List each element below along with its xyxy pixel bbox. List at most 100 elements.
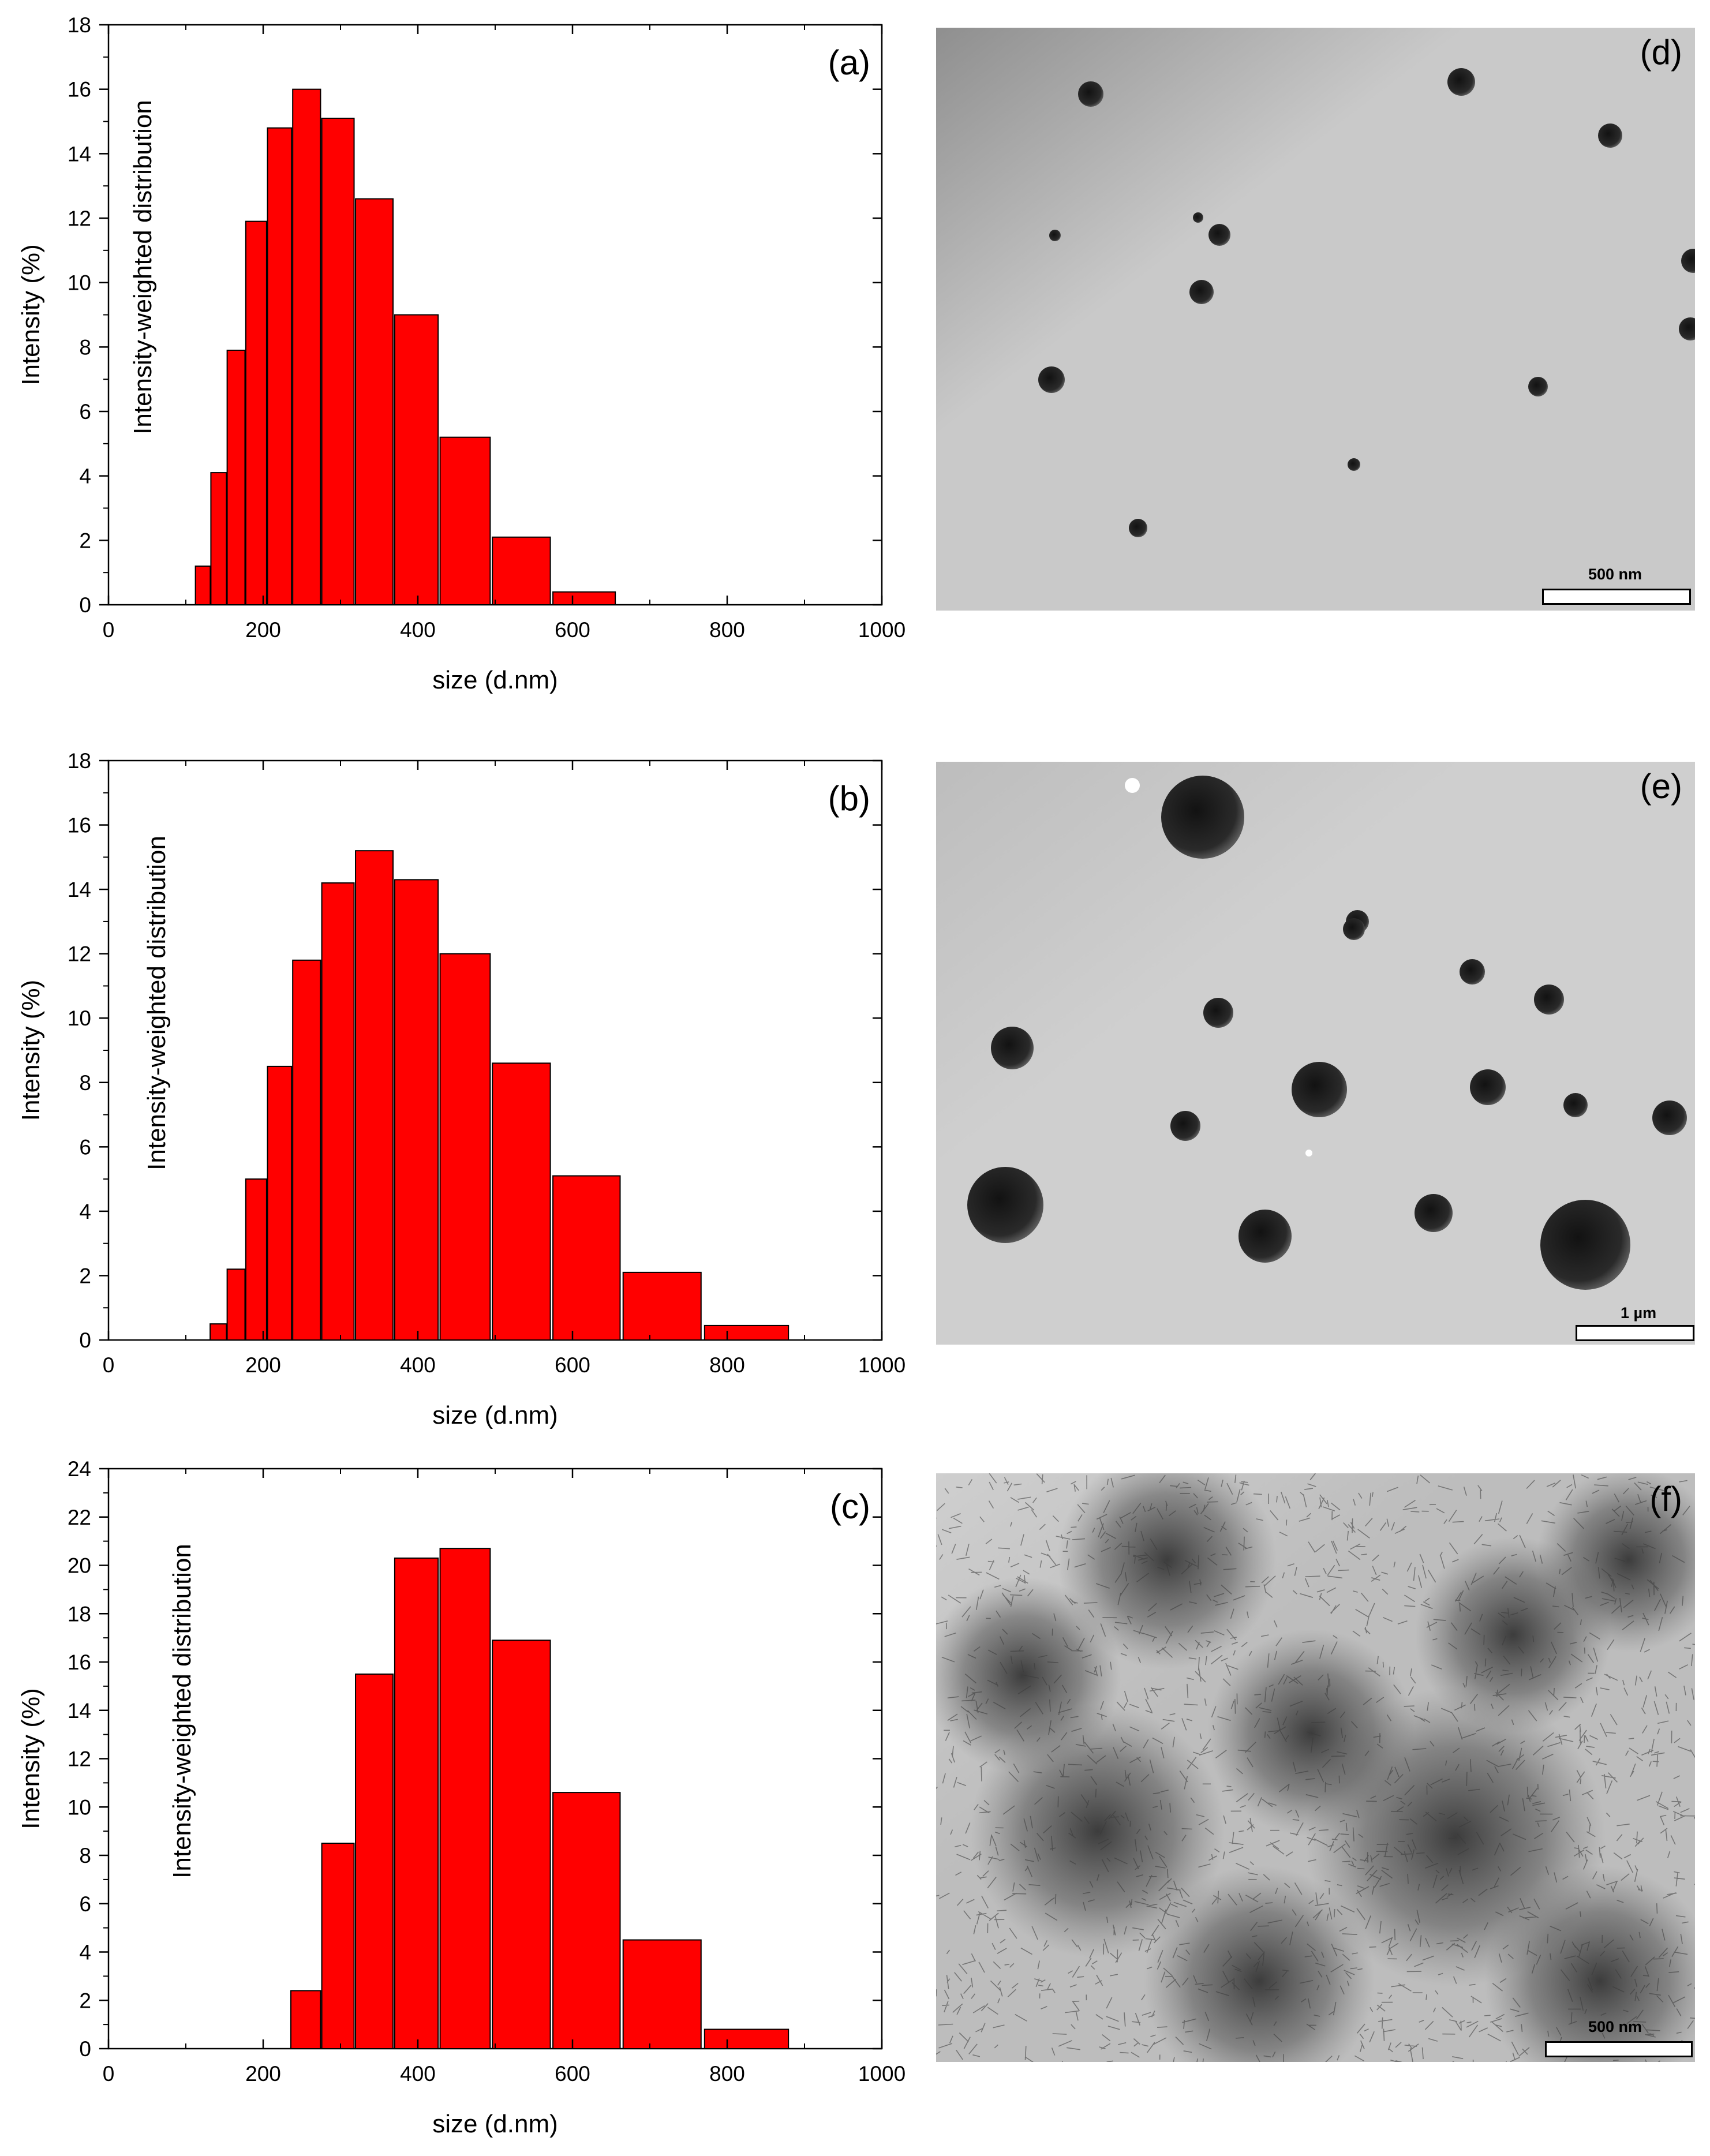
panel-label-e: (e) (1640, 767, 1682, 806)
chart-a: 0 200 400 600 800 1000 0 2 4 6 8 10 12 14 16 18 size (d.… (17, 13, 905, 694)
y-tick-label: 8 (79, 1071, 91, 1095)
bar (210, 472, 227, 605)
y-tick-label: 16 (68, 814, 91, 837)
bright-spot (1125, 778, 1140, 793)
nanoparticle (1170, 1111, 1200, 1141)
panel-label-d: (d) (1640, 33, 1682, 72)
y-tick-label: 18 (68, 13, 91, 37)
x-axis-label: size (d.nm) (432, 666, 558, 694)
y-axis-label: Intensity (%) (17, 980, 45, 1121)
inner-distribution-label: Intensity-weighted distribution (168, 1544, 196, 1878)
fiber-cluster (1484, 1866, 1695, 2062)
nanoparticle (1292, 1062, 1347, 1117)
y-tick-label: 16 (68, 78, 91, 102)
nanoparticle (1049, 230, 1061, 241)
nanoparticle (967, 1167, 1043, 1243)
y-tick-label: 6 (79, 1135, 91, 1159)
fiber-cluster (1536, 1473, 1695, 1652)
nanoparticle (1540, 1200, 1630, 1290)
bar (194, 566, 211, 605)
panel-label: (a) (828, 43, 870, 82)
bar (439, 1548, 491, 2049)
nanoparticle (1415, 1194, 1453, 1232)
panel-label: (b) (828, 779, 870, 818)
scale-bar-label-e: 1 µm (1621, 1304, 1657, 1322)
bar (439, 953, 491, 1341)
x-tick-label: 1000 (858, 2062, 905, 2086)
panel-label-f: (f) (1649, 1480, 1682, 1518)
bar (245, 220, 267, 606)
bar (394, 1557, 439, 2049)
chart-c: 0 200 400 600 800 1000024681012141618202224si… (17, 1457, 905, 2138)
tem-image-d: (d) 500 nm (936, 28, 1695, 611)
x-tick-label: 0 (103, 2062, 115, 2086)
bar (355, 1673, 394, 2049)
bar (355, 850, 394, 1341)
bar (267, 1065, 293, 1341)
y-tick-label: 10 (68, 1795, 91, 1819)
y-tick-label: 14 (68, 1699, 91, 1723)
nanoparticle (1348, 458, 1360, 471)
tem-image-e: (e) 1 µm (936, 762, 1695, 1345)
y-tick-label: 24 (68, 1457, 91, 1481)
x-tick-label: 1000 (858, 1353, 905, 1377)
x-tick-label: 800 (709, 1353, 745, 1377)
bar (552, 591, 616, 605)
bar (439, 436, 491, 606)
nanoparticle (1129, 519, 1147, 537)
x-tick-label: 400 (400, 2062, 436, 2086)
bar (321, 1843, 355, 2049)
bar (267, 127, 293, 605)
bar (355, 198, 394, 605)
nanoparticle (1038, 366, 1065, 393)
chart-b: 0 200 400 600 800 1000 0 2 4 6 8 10 12 14 16 18 size (d.… (17, 749, 905, 1429)
y-tick-label: 16 (68, 1650, 91, 1674)
bar (552, 1175, 621, 1341)
nanoparticle (1238, 1210, 1292, 1263)
scale-bar-f (1545, 2041, 1693, 2057)
x-tick-label: 600 (555, 618, 590, 642)
x-tick-label: 200 (245, 2062, 281, 2086)
y-tick-label: 12 (68, 942, 91, 966)
nanoparticle (1528, 377, 1548, 396)
bright-spot (1305, 1150, 1312, 1156)
x-axis-label: size (d.nm) (432, 2110, 558, 2138)
y-tick-label: 14 (68, 878, 91, 901)
bar (321, 117, 355, 605)
nanoparticle (1193, 212, 1203, 223)
y-tick-label: 2 (79, 1989, 91, 2012)
fiber-cluster (936, 1577, 1121, 1773)
nanoparticle (1534, 985, 1564, 1015)
nanoparticle (1208, 224, 1230, 246)
scale-bar-e (1576, 1325, 1694, 1341)
bar (209, 1323, 227, 1341)
nanoparticle (1203, 998, 1233, 1028)
inner-distribution-label: Intensity-weighted distribution (129, 100, 157, 435)
nanoparticle (1470, 1069, 1506, 1105)
y-tick-label: 8 (79, 335, 91, 359)
y-tick-label: 4 (79, 1200, 91, 1223)
x-tick-label: 200 (245, 1353, 281, 1377)
bar (292, 959, 321, 1341)
tem-image-d-graphic (936, 28, 1695, 611)
bar (492, 1640, 551, 2049)
y-tick-label: 0 (79, 593, 91, 617)
scale-bar-d (1542, 589, 1691, 605)
bar (622, 1271, 702, 1341)
nanoparticle (1078, 81, 1103, 107)
bar (292, 88, 321, 605)
x-axis-label: size (d.nm) (432, 1401, 558, 1429)
y-tick-label: 14 (68, 142, 91, 166)
x-tick-label: 600 (555, 1353, 590, 1377)
y-tick-label: 18 (68, 749, 91, 773)
tem-image-f-graphic (936, 1473, 1695, 2062)
bar (492, 1062, 551, 1341)
y-tick-label: 22 (68, 1506, 91, 1529)
y-tick-label: 10 (68, 271, 91, 295)
y-axis-label: Intensity (%) (17, 244, 45, 385)
bar (622, 1939, 702, 2049)
nanoparticle (1460, 959, 1485, 985)
y-tick-label: 8 (79, 1844, 91, 1867)
bar (226, 349, 246, 606)
nanoparticle (991, 1027, 1034, 1069)
